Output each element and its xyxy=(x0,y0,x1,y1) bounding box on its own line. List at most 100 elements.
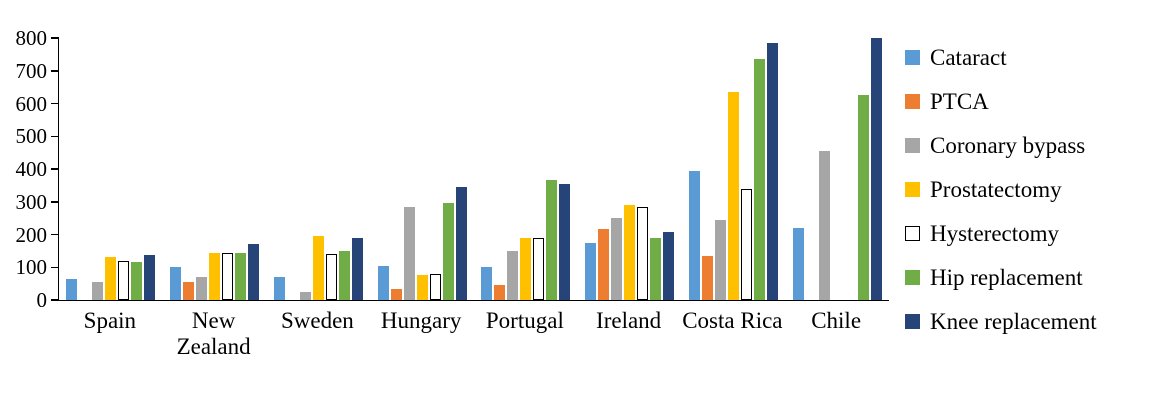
bar-hip-replacement xyxy=(753,59,765,300)
bar-hysterectomy xyxy=(429,274,441,300)
bar-knee-replacement xyxy=(455,187,467,300)
bar-prostatectomy xyxy=(105,257,117,300)
bar-prostatectomy xyxy=(727,92,739,300)
bar-group-chile xyxy=(785,38,889,300)
bar-prostatectomy xyxy=(312,236,324,300)
bar-cataract xyxy=(481,267,493,300)
y-axis-label: 700 xyxy=(15,58,48,83)
bar-hysterectomy xyxy=(325,253,337,300)
bar-ptca xyxy=(390,288,402,300)
bar-group-ireland xyxy=(578,38,682,300)
bar-ptca xyxy=(183,282,195,300)
bar-hysterectomy xyxy=(533,238,545,300)
legend-item-coronary-bypass: Coronary bypass xyxy=(905,132,1155,159)
plot-area: 0 100 200 300 400 500 600 700 800 xyxy=(16,28,889,311)
legend-item-prostatectomy: Prostatectomy xyxy=(905,176,1155,203)
bar-knee-replacement xyxy=(766,42,778,300)
bar-hip-replacement xyxy=(650,237,662,300)
bar-ptca xyxy=(598,228,610,300)
legend-label: Knee replacement xyxy=(930,308,1097,334)
bar-knee-replacement xyxy=(663,232,675,300)
bar-coronary-bypass xyxy=(196,277,208,300)
bar-cataract xyxy=(377,265,389,300)
y-axis-tick xyxy=(51,233,59,236)
x-axis-label: Hungary xyxy=(380,308,462,333)
y-axis-tick xyxy=(51,102,59,105)
bar-prostatectomy xyxy=(520,237,532,300)
y-axis-label: 200 xyxy=(15,222,48,247)
legend-label: Hysterectomy xyxy=(930,220,1060,246)
legend-swatch-icon xyxy=(905,226,920,241)
bar-group-sweden xyxy=(267,38,371,300)
bar-cataract xyxy=(66,278,78,300)
x-axis-label: Portugal xyxy=(485,308,564,333)
bar-cataract xyxy=(585,242,597,300)
legend-label: PTCA xyxy=(930,88,989,114)
y-axis-label: 600 xyxy=(15,91,48,116)
bar-coronary-bypass xyxy=(714,220,726,300)
bar-group-hungary xyxy=(370,38,474,300)
bar-groups xyxy=(59,38,889,300)
bar-hysterectomy xyxy=(637,206,649,300)
legend-item-knee-replacement: Knee replacement xyxy=(905,308,1155,335)
legend-label: Coronary bypass xyxy=(930,132,1086,158)
y-axis-label: 800 xyxy=(15,26,48,50)
bar-knee-replacement xyxy=(351,238,363,300)
legend-swatch-icon xyxy=(905,50,920,65)
bar-cataract xyxy=(792,227,804,300)
bar-hysterectomy xyxy=(740,188,752,300)
y-axis-tick xyxy=(51,266,59,268)
legend-item-cataract: Cataract xyxy=(905,44,1155,71)
bar-group-new-zealand xyxy=(163,38,267,300)
x-axis-labels: Spain New Zealand Sweden Hungary Portugal Ire… xyxy=(58,308,888,360)
legend-swatch-icon xyxy=(905,94,920,109)
legend-swatch-icon xyxy=(905,314,920,329)
y-axis-label: 500 xyxy=(15,124,48,149)
y-axis-label: 100 xyxy=(15,255,48,280)
bar-coronary-bypass xyxy=(818,151,830,300)
y-axis-tick xyxy=(51,299,59,301)
y-axis-label: 0 xyxy=(36,288,48,312)
x-axis-label: Chile xyxy=(811,308,862,333)
bar-hysterectomy xyxy=(222,252,234,300)
chart-area: 0 100 200 300 400 500 600 700 800 Spain New Zeala… xyxy=(16,28,889,360)
legend-item-ptca: PTCA xyxy=(905,88,1155,115)
y-axis-label: 300 xyxy=(15,189,48,214)
bar-cataract xyxy=(688,170,700,300)
bar-knee-replacement xyxy=(248,244,260,300)
bar-knee-replacement xyxy=(144,254,156,300)
y-axis-tick xyxy=(51,201,59,203)
bar-knee-replacement xyxy=(559,183,571,300)
bar-hip-replacement xyxy=(235,252,247,300)
x-axis-label: Sweden xyxy=(280,308,354,333)
bar-prostatectomy xyxy=(209,252,221,300)
y-axis-tick xyxy=(51,135,59,137)
y-axis-tick xyxy=(51,37,59,39)
x-axis-label: Ireland xyxy=(596,308,662,333)
bar-coronary-bypass xyxy=(299,291,311,300)
bar-group-portugal xyxy=(474,38,578,300)
x-axis-label: New Zealand xyxy=(176,308,251,359)
bar-coronary-bypass xyxy=(92,282,104,300)
bar-hip-replacement xyxy=(131,262,143,300)
legend: Cataract PTCA Coronary bypass Prostatectomy… xyxy=(905,44,1155,352)
legend-item-hysterectomy: Hysterectomy xyxy=(905,220,1155,247)
bar-hip-replacement xyxy=(857,95,869,300)
bar-prostatectomy xyxy=(416,275,428,300)
bar-cataract xyxy=(170,267,182,300)
bar-ptca xyxy=(494,285,506,300)
bar-hysterectomy xyxy=(118,260,130,300)
y-axis-label: 400 xyxy=(15,157,48,181)
legend-swatch-icon xyxy=(905,270,920,285)
bar-coronary-bypass xyxy=(507,250,519,300)
bar-ptca xyxy=(701,255,713,300)
y-axis-tick xyxy=(51,168,59,170)
bar-group-costa-rica xyxy=(682,38,786,300)
bar-hip-replacement xyxy=(442,202,454,300)
bar-cataract xyxy=(273,277,285,300)
bar-hip-replacement xyxy=(338,250,350,300)
y-axis-tick xyxy=(51,70,59,72)
bar-group-spain xyxy=(59,38,163,300)
bar-coronary-bypass xyxy=(403,207,415,300)
